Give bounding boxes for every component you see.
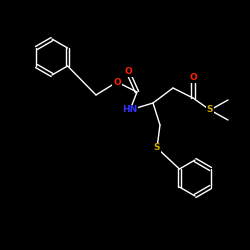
Text: S: S: [154, 144, 160, 152]
Text: O: O: [189, 74, 197, 82]
Text: HN: HN: [122, 106, 138, 114]
Text: O: O: [124, 68, 132, 76]
Text: S: S: [207, 106, 213, 114]
Text: O: O: [113, 78, 121, 86]
